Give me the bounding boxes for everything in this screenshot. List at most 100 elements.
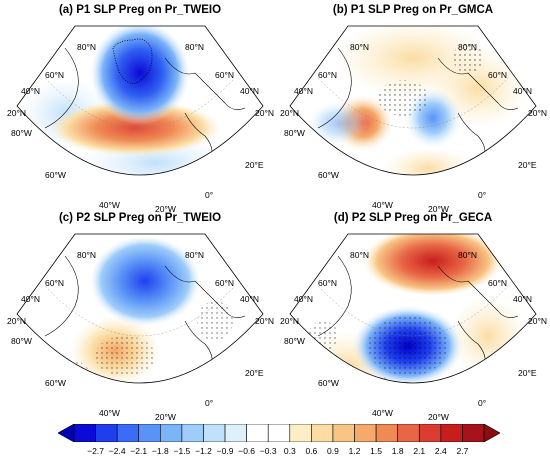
lat-label: 60°N — [488, 278, 507, 288]
colorbar-cell — [332, 424, 355, 442]
lat-label: 80°N — [185, 250, 204, 260]
lon-label: 20°W — [428, 412, 449, 421]
colorbar-cell — [73, 424, 96, 442]
map-panel-b: 80°N 80°N 60°N 60°N 40°N 40°N 20°N 20°N … — [280, 25, 547, 213]
lat-label: 60°N — [215, 278, 234, 288]
colorbar-tick-label: 2.7 — [456, 446, 469, 456]
colorbar-tick-label: 2.4 — [434, 446, 447, 456]
lat-label: 20°N — [255, 108, 274, 118]
lat-label: 80°N — [350, 250, 369, 260]
colorbar-cell — [138, 424, 161, 442]
colorbar-cell — [181, 424, 204, 442]
colorbar-tick-label: −1.8 — [151, 446, 169, 456]
lon-label: 20°E — [245, 160, 264, 170]
lat-label: 40°N — [21, 86, 40, 96]
lat-label: 20°N — [255, 316, 274, 326]
lon-label: 0° — [205, 398, 213, 408]
colorbar — [58, 424, 500, 442]
colorbar-cell — [418, 424, 442, 442]
lon-label: 20°W — [155, 204, 176, 213]
lon-label: 20°W — [155, 412, 176, 421]
lon-label: 40°W — [99, 408, 120, 418]
colorbar-tick-label: −0.9 — [216, 446, 234, 456]
colorbar-tick-label: 2.1 — [413, 446, 426, 456]
colorbar-tick-label: 0.6 — [305, 446, 318, 456]
lon-label: 80°W — [11, 128, 32, 138]
panel-d: (d) P2 SLP Preg on Pr_GECA — [278, 212, 548, 421]
lat-label: 40°N — [240, 86, 259, 96]
colorbar-tick-label: 1.8 — [391, 446, 404, 456]
lat-label: 60°N — [488, 70, 507, 80]
map-panel-d: 80°N 80°N 60°N 60°N 40°N 40°N 20°N 20°N … — [280, 233, 547, 421]
lat-label: 60°N — [215, 70, 234, 80]
lon-label: 20°E — [518, 160, 537, 170]
colorbar-tick-label: −2.7 — [87, 446, 104, 456]
lon-label: 0° — [478, 190, 486, 200]
panel-title: (d) P2 SLP Preg on Pr_GECA — [333, 212, 493, 224]
panel-c: (c) P2 SLP Preg on Pr_TWEIO 80° — [5, 212, 275, 421]
lon-label: 40°W — [372, 408, 393, 418]
lat-label: 20°N — [7, 316, 26, 326]
colorbar-cell — [440, 424, 463, 442]
colorbar-tick-label: −1.5 — [173, 446, 191, 456]
colorbar-low-arrow — [58, 424, 75, 442]
colorbar-cell — [311, 424, 334, 442]
panel-b: (b) P1 SLP Preg on Pr_GMCA — [278, 4, 548, 213]
lat-label: 40°N — [513, 86, 532, 96]
lon-label: 80°W — [11, 336, 32, 346]
colorbar-cell — [375, 424, 398, 442]
lat-label: 80°N — [350, 42, 369, 52]
colorbar-tick-label: −0.3 — [259, 446, 277, 456]
lon-label: 60°W — [318, 170, 339, 180]
panel-title: (a) P1 SLP Preg on Pr_TWEIO — [58, 4, 222, 16]
lon-label: 0° — [478, 398, 486, 408]
lat-label: 80°N — [185, 42, 204, 52]
colorbar-tick-label: 0.3 — [283, 446, 296, 456]
lon-label: 60°W — [45, 170, 66, 180]
colorbar-cell — [354, 424, 377, 442]
colorbar-cell — [160, 424, 183, 442]
lat-label: 80°N — [458, 250, 477, 260]
colorbar-cell — [224, 424, 247, 442]
colorbar-cell — [246, 424, 269, 442]
colorbar-cell — [289, 424, 312, 442]
lon-label: 20°E — [518, 368, 537, 378]
colorbar-cells — [73, 424, 485, 442]
lat-label: 40°N — [513, 294, 532, 304]
colorbar-cell — [203, 424, 226, 442]
colorbar-tick-label: −2.4 — [108, 446, 126, 456]
lat-label: 60°N — [45, 70, 64, 80]
colorbar-cell — [397, 424, 420, 442]
colorbar-tick-label: 1.5 — [370, 446, 383, 456]
colorbar-tick-label: 1.2 — [348, 446, 361, 456]
panel-a: (a) P1 SLP Preg on Pr_TWEIO — [5, 4, 275, 213]
lat-label: 40°N — [21, 294, 40, 304]
colorbar-cell — [116, 424, 140, 442]
lat-label: 20°N — [528, 108, 547, 118]
panel-title: (c) P2 SLP Preg on Pr_TWEIO — [58, 212, 222, 224]
colorbar-cell — [462, 424, 485, 442]
map-panel-a: 80°N 80°N 60°N 60°N 40°N 40°N 20°N 20°N … — [7, 25, 274, 213]
lat-label: 80°N — [77, 250, 96, 260]
lon-label: 80°W — [284, 336, 305, 346]
lat-label: 20°N — [528, 316, 547, 326]
lon-label: 40°W — [99, 200, 120, 210]
lat-label: 20°N — [280, 316, 299, 326]
lat-label: 60°N — [318, 70, 337, 80]
colorbar-tick-label: −1.2 — [195, 446, 212, 456]
lat-label: 60°N — [45, 278, 64, 288]
lon-label: 60°W — [45, 378, 66, 388]
lon-label: 60°W — [318, 378, 339, 388]
map-panel-c: 80°N 80°N 60°N 60°N 40°N 40°N 20°N 20°N … — [7, 233, 274, 421]
lat-label: 20°N — [280, 108, 299, 118]
lon-label: 40°W — [372, 200, 393, 210]
panel-title: (b) P1 SLP Preg on Pr_GMCA — [332, 4, 494, 16]
lon-label: 20°E — [245, 368, 264, 378]
lat-label: 80°N — [458, 42, 477, 52]
lat-label: 40°N — [294, 86, 313, 96]
colorbar-cell — [267, 424, 291, 442]
colorbar-high-arrow — [483, 424, 500, 442]
lon-label: 20°W — [428, 204, 449, 213]
colorbar-tick-label: 0.9 — [327, 446, 339, 456]
colorbar-tick-label: −2.1 — [130, 446, 148, 456]
